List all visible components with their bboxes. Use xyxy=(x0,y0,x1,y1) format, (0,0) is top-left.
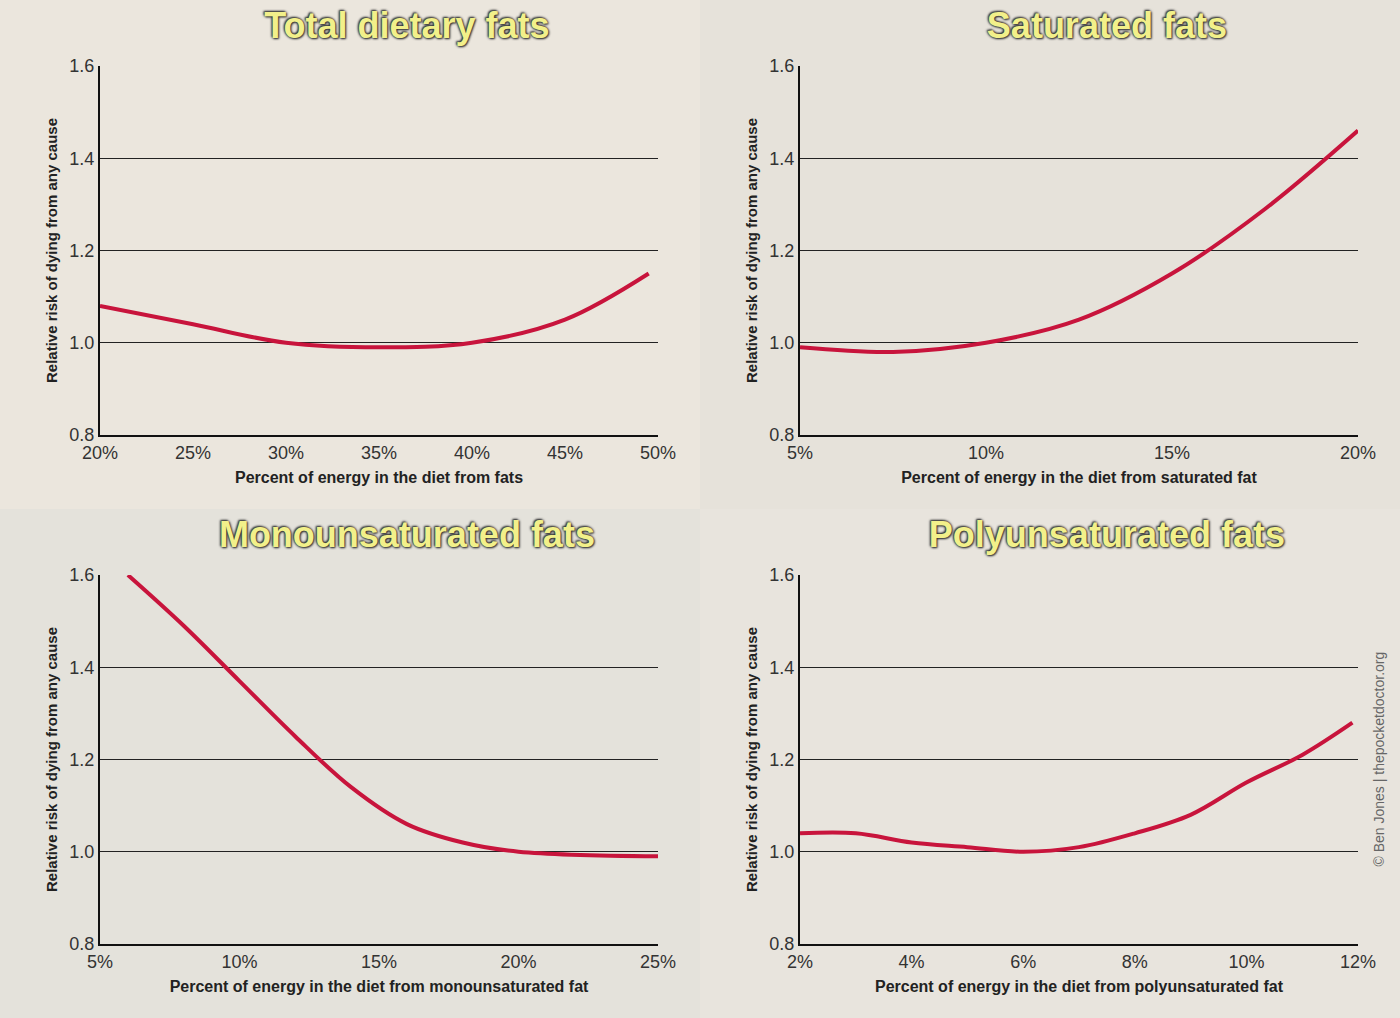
svg-text:35%: 35% xyxy=(361,443,397,463)
svg-text:Polyunsaturated fats: Polyunsaturated fats xyxy=(929,514,1285,555)
svg-text:6%: 6% xyxy=(1010,952,1036,972)
svg-text:15%: 15% xyxy=(361,952,397,972)
svg-text:Relative risk of dying from an: Relative risk of dying from any cause xyxy=(43,627,60,892)
svg-text:0.8: 0.8 xyxy=(69,425,94,445)
svg-text:1.6: 1.6 xyxy=(769,565,794,585)
svg-text:1.0: 1.0 xyxy=(769,842,794,862)
svg-text:8%: 8% xyxy=(1122,952,1148,972)
svg-text:50%: 50% xyxy=(640,443,676,463)
svg-text:1.6: 1.6 xyxy=(69,56,94,76)
svg-text:1.0: 1.0 xyxy=(769,333,794,353)
svg-text:25%: 25% xyxy=(640,952,676,972)
svg-text:Relative risk of dying from an: Relative risk of dying from any cause xyxy=(743,627,760,892)
svg-text:Saturated fats: Saturated fats xyxy=(987,5,1227,46)
svg-text:1.2: 1.2 xyxy=(769,241,794,261)
svg-text:1.6: 1.6 xyxy=(769,56,794,76)
svg-text:20%: 20% xyxy=(1340,443,1376,463)
svg-text:1.2: 1.2 xyxy=(69,750,94,770)
svg-text:Percent of energy in the diet: Percent of energy in the diet from polyu… xyxy=(875,978,1284,995)
svg-text:10%: 10% xyxy=(1228,952,1264,972)
svg-text:4%: 4% xyxy=(899,952,925,972)
svg-text:10%: 10% xyxy=(221,952,257,972)
svg-text:30%: 30% xyxy=(268,443,304,463)
svg-text:© Ben Jones | thepocketdoctor.: © Ben Jones | thepocketdoctor.org xyxy=(1371,652,1387,867)
svg-text:12%: 12% xyxy=(1340,952,1376,972)
svg-text:1.4: 1.4 xyxy=(69,149,94,169)
svg-text:20%: 20% xyxy=(500,952,536,972)
svg-text:5%: 5% xyxy=(787,443,813,463)
svg-text:0.8: 0.8 xyxy=(69,934,94,954)
svg-text:1.0: 1.0 xyxy=(69,842,94,862)
svg-text:Percent of energy in the diet: Percent of energy in the diet from monou… xyxy=(170,978,589,995)
svg-text:1.2: 1.2 xyxy=(69,241,94,261)
svg-text:10%: 10% xyxy=(968,443,1004,463)
svg-text:0.8: 0.8 xyxy=(769,934,794,954)
svg-text:Percent of energy in the diet: Percent of energy in the diet from fats xyxy=(235,469,523,486)
svg-text:1.4: 1.4 xyxy=(769,658,794,678)
svg-text:Total dietary fats: Total dietary fats xyxy=(264,5,549,46)
svg-text:Relative risk of dying from an: Relative risk of dying from any cause xyxy=(743,118,760,383)
svg-text:Monounsaturated fats: Monounsaturated fats xyxy=(219,514,595,555)
svg-text:1.4: 1.4 xyxy=(69,658,94,678)
svg-text:Percent of energy in the diet: Percent of energy in the diet from satur… xyxy=(901,469,1257,486)
svg-text:20%: 20% xyxy=(82,443,118,463)
svg-text:0.8: 0.8 xyxy=(769,425,794,445)
svg-text:25%: 25% xyxy=(175,443,211,463)
svg-text:45%: 45% xyxy=(547,443,583,463)
svg-text:2%: 2% xyxy=(787,952,813,972)
svg-text:5%: 5% xyxy=(87,952,113,972)
svg-text:1.6: 1.6 xyxy=(69,565,94,585)
svg-text:40%: 40% xyxy=(454,443,490,463)
svg-text:15%: 15% xyxy=(1154,443,1190,463)
svg-text:Relative risk of dying from an: Relative risk of dying from any cause xyxy=(43,118,60,383)
svg-text:1.2: 1.2 xyxy=(769,750,794,770)
svg-text:1.4: 1.4 xyxy=(769,149,794,169)
svg-text:1.0: 1.0 xyxy=(69,333,94,353)
